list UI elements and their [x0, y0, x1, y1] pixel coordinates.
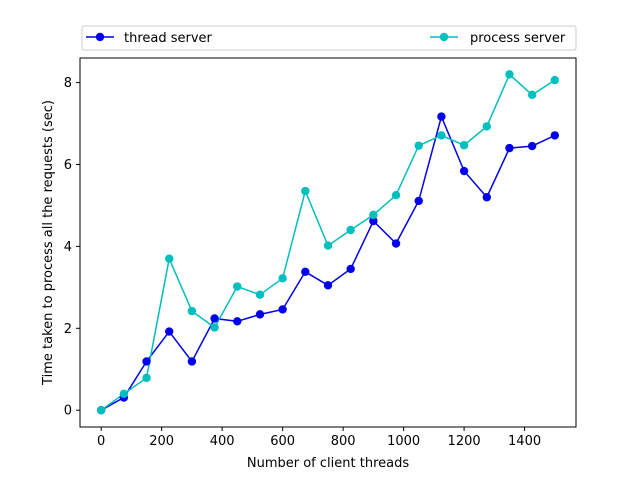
x-axis-ticks: 0 200 400 600 800 1000 1200 1400: [97, 427, 541, 449]
y-tick-label: 0: [64, 404, 72, 419]
data-point-process-server: [119, 389, 129, 399]
data-point-process-server: [550, 75, 560, 85]
data-point-thread-server: [278, 305, 287, 314]
data-point-thread-server: [255, 310, 265, 319]
data-point-thread-server: [187, 357, 197, 366]
legend-label-thread-server: thread server: [124, 31, 213, 46]
data-point-process-server: [459, 141, 469, 150]
plot-frame: [79, 57, 577, 428]
data-point-process-server: [301, 186, 310, 196]
x-tick-label: 1200: [448, 434, 481, 449]
data-point-process-server: [187, 306, 197, 316]
data-point-process-server: [142, 373, 151, 383]
x-tick-label: 1400: [508, 434, 541, 449]
legend-label-process-server: process server: [470, 31, 566, 46]
data-point-thread-server: [414, 196, 423, 206]
legend-entry-thread-server: thread server: [86, 31, 213, 46]
data-point-thread-server: [323, 281, 333, 290]
data-point-process-server: [505, 70, 514, 79]
data-point-thread-server: [459, 166, 469, 176]
data-point-thread-server: [527, 141, 537, 151]
y-axis-ticks: 0 2 4 6 8: [64, 76, 80, 419]
legend: thread server process server: [81, 25, 577, 51]
legend-entry-process-server: process server: [430, 31, 566, 46]
y-axis-label: Time taken to process all the requests (…: [41, 100, 56, 386]
y-tick-label: 8: [64, 76, 72, 91]
data-point-process-server: [210, 323, 219, 332]
x-tick-label: 0: [97, 434, 105, 449]
legend-marker-thread-server: [95, 32, 105, 42]
x-tick-label: 600: [270, 434, 295, 449]
y-tick-label: 4: [64, 240, 72, 255]
data-point-thread-server: [301, 267, 310, 276]
data-point-process-server: [255, 290, 265, 299]
data-point-process-server: [346, 225, 355, 235]
data-point-thread-server: [391, 239, 401, 248]
x-axis-label: Number of client threads: [247, 456, 409, 471]
data-point-thread-server: [437, 112, 446, 121]
x-tick-label: 400: [210, 434, 235, 449]
data-point-process-server: [437, 131, 446, 140]
data-point-process-server: [96, 406, 106, 415]
data-point-thread-server: [165, 327, 174, 336]
data-point-thread-server: [550, 131, 560, 140]
y-tick-label: 6: [64, 158, 72, 173]
data-point-process-server: [323, 241, 333, 250]
legend-box: [81, 25, 577, 51]
data-point-process-server: [527, 90, 537, 100]
data-point-process-server: [414, 141, 423, 150]
data-point-thread-server: [142, 357, 151, 366]
series-line-thread-server: [100, 114, 556, 411]
data-point-thread-server: [233, 317, 242, 326]
x-tick-label: 800: [331, 434, 356, 449]
y-tick-label: 2: [64, 322, 72, 337]
data-point-thread-server: [346, 264, 355, 274]
legend-marker-process-server: [439, 32, 449, 42]
data-point-process-server: [391, 190, 401, 200]
data-point-process-server: [233, 282, 242, 291]
data-point-process-server: [482, 122, 491, 131]
plot-markers: [96, 70, 560, 415]
x-tick-label: 200: [149, 434, 174, 449]
x-tick-label: 1000: [387, 434, 420, 449]
data-point-thread-server: [505, 143, 514, 153]
data-point-thread-server: [210, 314, 219, 323]
data-point-thread-server: [482, 193, 491, 202]
data-point-thread-server: [369, 216, 378, 226]
data-point-process-server: [278, 274, 287, 283]
data-point-process-server: [369, 210, 378, 220]
data-point-process-server: [165, 254, 174, 263]
